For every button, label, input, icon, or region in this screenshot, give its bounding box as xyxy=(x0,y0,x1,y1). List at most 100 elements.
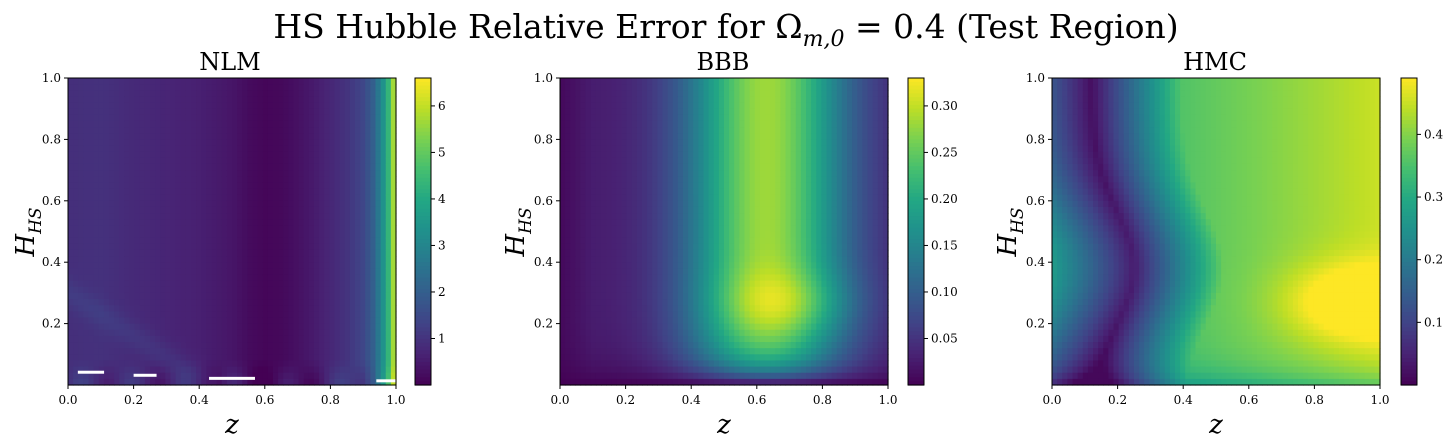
heatmap-cell-nlm xyxy=(180,188,187,196)
heatmap-cell-bbb xyxy=(657,237,664,245)
heatmap-cell-nlm xyxy=(211,317,218,325)
heatmap-cell-nlm xyxy=(293,225,300,233)
heatmap-cell-nlm xyxy=(98,206,105,214)
colorbar-segment xyxy=(415,170,431,175)
heatmap-cell-nlm xyxy=(73,170,79,177)
heatmap-cell-nlm xyxy=(252,372,259,380)
heatmap-cell-nlm xyxy=(206,151,213,159)
heatmap-cell-bbb xyxy=(616,262,623,269)
heatmap-cell-nlm xyxy=(170,120,177,128)
heatmap-cell-bbb xyxy=(595,206,602,214)
heatmap-cell-bbb xyxy=(677,348,684,355)
heatmap-cell-nlm xyxy=(139,317,146,325)
heatmap-cell-nlm xyxy=(160,139,166,147)
heatmap-cell-nlm xyxy=(262,317,269,325)
heatmap-cell-nlm xyxy=(298,225,305,233)
heatmap-cell-nlm xyxy=(73,139,79,147)
heatmap-cell-bbb xyxy=(595,305,602,312)
heatmap-cell-bbb xyxy=(621,354,628,362)
heatmap-cell-nlm xyxy=(344,354,351,362)
heatmap-cell-nlm xyxy=(98,78,105,85)
heatmap-cell-nlm xyxy=(319,108,325,116)
heatmap-cell-nlm xyxy=(267,84,274,91)
heatmap-cell-nlm xyxy=(334,323,341,331)
heatmap-cell-nlm xyxy=(293,90,300,98)
heatmap-cell-nlm xyxy=(303,342,310,349)
heatmap-cell-bbb xyxy=(677,78,684,85)
heatmap-cell-nlm xyxy=(73,311,79,319)
heatmap-cell-nlm xyxy=(124,286,131,294)
heatmap-cell-bbb xyxy=(642,286,648,294)
heatmap-cell-nlm xyxy=(278,378,284,386)
heatmap-cell-nlm xyxy=(252,243,259,251)
heatmap-cell-nlm xyxy=(232,378,238,386)
heatmap-cell-nlm xyxy=(242,292,248,300)
heatmap-cell-nlm xyxy=(365,170,371,177)
heatmap-cell-nlm xyxy=(273,108,279,116)
heatmap-cell-nlm xyxy=(257,114,264,122)
heatmap-cell-bbb xyxy=(636,243,643,251)
heatmap-cell-bbb xyxy=(616,256,623,263)
heatmap-cell-bbb xyxy=(621,378,628,386)
heatmap-cell-nlm xyxy=(390,231,397,239)
heatmap-cell-nlm xyxy=(206,249,213,257)
heatmap-cell-nlm xyxy=(78,78,84,85)
heatmap-cell-nlm xyxy=(150,96,156,104)
heatmap-cell-nlm xyxy=(114,243,120,251)
heatmap-cell-bbb xyxy=(595,176,602,183)
heatmap-cell-bbb xyxy=(621,305,628,312)
heatmap-cell-nlm xyxy=(349,90,356,98)
heatmap-cell-nlm xyxy=(134,151,141,159)
heatmap-cell-bbb xyxy=(626,200,633,208)
heatmap-cell-nlm xyxy=(385,249,392,257)
heatmap-cell-nlm xyxy=(88,243,95,251)
heatmap-cell-nlm xyxy=(319,360,325,368)
heatmap-cell-nlm xyxy=(370,378,377,386)
heatmap-cell-bbb xyxy=(565,372,571,380)
heatmap-cell-nlm xyxy=(293,372,300,380)
heatmap-cell-nlm xyxy=(68,78,74,85)
heatmap-cell-bbb xyxy=(703,317,710,325)
heatmap-cell-bbb xyxy=(724,372,730,380)
heatmap-cell-nlm xyxy=(139,225,146,233)
heatmap-cell-nlm xyxy=(211,366,218,374)
heatmap-cell-nlm xyxy=(314,102,320,110)
panel-title-nlm: NLM xyxy=(199,48,261,76)
heatmap-cell-nlm xyxy=(314,114,320,122)
heatmap-cell-bbb xyxy=(575,280,582,288)
heatmap-cell-nlm xyxy=(180,249,187,257)
heatmap-cell-bbb xyxy=(718,188,725,196)
heatmap-cell-nlm xyxy=(344,335,351,343)
heatmap-cell-nlm xyxy=(242,378,248,386)
heatmap-cell-bbb xyxy=(667,342,674,349)
heatmap-cell-nlm xyxy=(237,286,243,294)
heatmap-cell-bbb xyxy=(611,360,617,368)
heatmap-cell-bbb xyxy=(570,78,576,85)
heatmap-cell-bbb xyxy=(560,299,566,306)
heatmap-cell-nlm xyxy=(83,237,90,245)
heatmap-cell-nlm xyxy=(180,127,187,134)
heatmap-cell-nlm xyxy=(232,268,238,276)
heatmap-cell-nlm xyxy=(252,219,259,226)
heatmap-cell-bbb xyxy=(560,200,566,208)
heatmap-cell-nlm xyxy=(329,348,336,355)
heatmap-cell-nlm xyxy=(278,96,284,104)
heatmap-cell-bbb xyxy=(662,366,669,374)
heatmap-cell-nlm xyxy=(109,108,115,116)
heatmap-cell-nlm xyxy=(257,292,264,300)
heatmap-cell-nlm xyxy=(180,292,187,300)
heatmap-cell-nlm xyxy=(160,231,166,239)
heatmap-cell-bbb xyxy=(703,219,710,226)
heatmap-cell-bbb xyxy=(590,225,597,233)
heatmap-cell-bbb xyxy=(570,90,576,98)
heatmap-cell-bbb xyxy=(580,378,587,386)
heatmap-cell-nlm xyxy=(185,366,192,374)
heatmap-cell-nlm xyxy=(221,323,228,331)
heatmap-cell-nlm xyxy=(344,286,351,294)
heatmap-cell-nlm xyxy=(247,354,254,362)
heatmap-cell-bbb xyxy=(698,102,705,110)
heatmap-cell-bbb xyxy=(683,102,689,110)
heatmap-cell-nlm xyxy=(385,286,392,294)
heatmap-cell-nlm xyxy=(319,378,325,386)
colorbar-segment xyxy=(415,93,431,98)
